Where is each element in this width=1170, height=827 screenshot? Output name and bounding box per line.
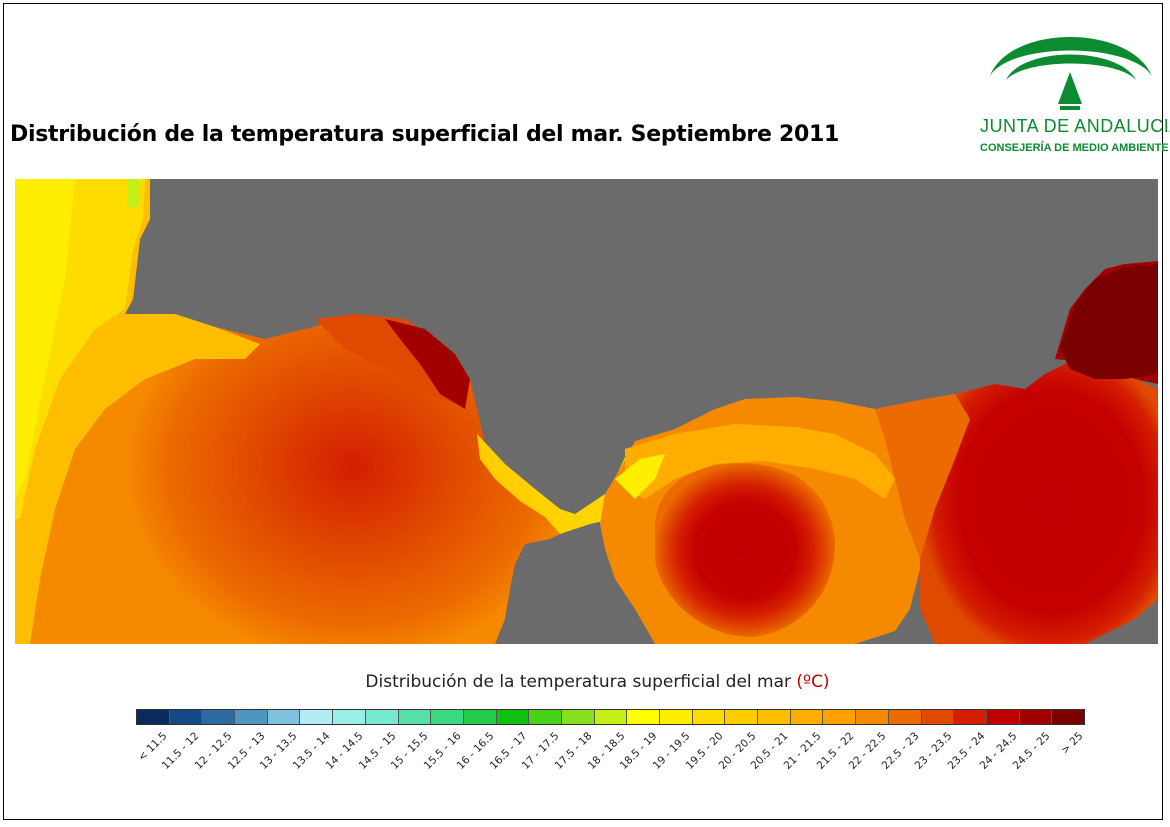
- legend-swatch: [594, 710, 628, 724]
- legend-swatch: [1052, 710, 1084, 724]
- alboran-gyre-outer: [655, 463, 836, 638]
- legend-swatch: [986, 710, 1020, 724]
- legend-swatch: [169, 710, 203, 724]
- legend-swatch: [365, 710, 399, 724]
- alboran-east-sea: [920, 359, 1158, 644]
- legend-unit: (ºC): [796, 672, 830, 692]
- logo-name: JUNTA DE ANDALUCIA: [980, 116, 1170, 136]
- legend-label: > 25: [1058, 730, 1086, 757]
- legend-title-text: Distribución de la temperatura superfici…: [365, 672, 792, 692]
- legend-swatch: [463, 710, 497, 724]
- legend-title: Distribución de la temperatura superfici…: [0, 672, 1170, 692]
- legend-swatch: [202, 710, 236, 724]
- legend-swatch: [823, 710, 857, 724]
- gulf-green-spot: [127, 179, 139, 207]
- legend-swatch: [692, 710, 726, 724]
- gulf-hot-patch: [385, 319, 470, 409]
- legend-swatch: [267, 710, 301, 724]
- legend-swatch: [496, 710, 530, 724]
- legend-swatch: [137, 710, 170, 724]
- gulf-yellow-strip: [15, 179, 75, 499]
- legend-swatch: [431, 710, 464, 724]
- legend-swatch: [561, 710, 595, 724]
- alboran-yellow-spot: [615, 454, 665, 499]
- legend-swatch: [1019, 710, 1053, 724]
- legend-swatch: [300, 710, 334, 724]
- page-frame: [3, 3, 1163, 820]
- legend-swatch: [235, 710, 268, 724]
- legend-swatch: [660, 710, 693, 724]
- legend-swatch: [758, 710, 791, 724]
- legend-swatch: [725, 710, 759, 724]
- sea-temperature-map: [15, 179, 1158, 644]
- legend-swatch: [398, 710, 432, 724]
- legend-swatch: [529, 710, 562, 724]
- alboran-east-hotspot: [1060, 264, 1158, 379]
- legend-swatch: [954, 710, 987, 724]
- alboran-yellow-band: [625, 424, 895, 499]
- legend-swatch: [627, 710, 660, 724]
- junta-andalucia-emblem-icon: [990, 37, 1152, 110]
- gulf-of-cadiz-sea: [15, 179, 560, 644]
- legend-color-bar: [136, 709, 1085, 725]
- legend-swatch: [888, 710, 922, 724]
- junta-andalucia-logo: JUNTA DE ANDALUCIA CONSEJERÍA DE MEDIO A…: [980, 14, 1170, 164]
- legend-swatch: [333, 710, 366, 724]
- legend-swatch: [921, 710, 955, 724]
- page-title: Distribución de la temperatura superfici…: [10, 122, 839, 147]
- logo-subtitle: CONSEJERÍA DE MEDIO AMBIENTE: [980, 142, 1169, 154]
- legend-labels: < 11.5 11.5 - 12 12 - 12.5 12.5 - 13 13 - 13…: [135, 730, 1086, 810]
- alboran-east-orange-rim: [875, 394, 970, 559]
- legend-swatch: [856, 710, 889, 724]
- legend-swatch: [790, 710, 824, 724]
